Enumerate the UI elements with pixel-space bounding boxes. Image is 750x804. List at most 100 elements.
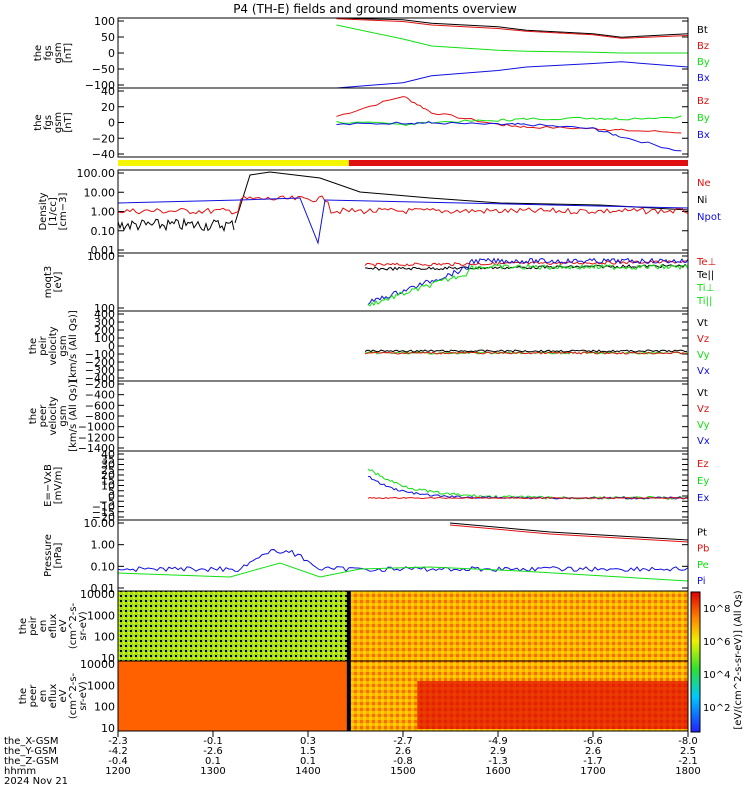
- ylabel-line: velocity: [48, 396, 59, 435]
- axis-row-value: 1800: [675, 766, 700, 777]
- panel-temp: 1000 100 moqt3 [eV] Te⊥ Te|| Ti⊥ Ti||: [43, 250, 716, 315]
- series-Ni-upper: [234, 171, 689, 224]
- panel-frame: [117, 450, 689, 521]
- plot-title: P4 (TH-E) fields and ground moments over…: [233, 2, 517, 16]
- ytick-label: 10.00: [84, 186, 116, 199]
- ytick-label: 15: [101, 474, 115, 487]
- ytick-label: 40: [101, 85, 115, 98]
- legend-Vz: Vz: [697, 404, 709, 415]
- legend-Bt: Bt: [697, 25, 708, 36]
- ylabel-line: E=−VxB: [43, 464, 54, 507]
- axis-row-value: -0.8: [393, 756, 413, 767]
- ytick-label: −20: [92, 132, 115, 145]
- ylabel-line: the: [33, 114, 44, 130]
- axis-row-label: 2024 Nov 21: [4, 776, 68, 787]
- ytick-label: 0.01: [91, 582, 116, 595]
- peir-spec-right: [348, 591, 688, 661]
- ytick-label: 1000: [87, 250, 115, 263]
- legend-Vz: Vz: [697, 334, 709, 345]
- legend-Npot: Npot: [697, 212, 721, 223]
- axis-row-value: -0.1: [203, 736, 223, 747]
- ylabel-line: the: [33, 45, 44, 61]
- legend-Vx: Vx: [697, 436, 710, 447]
- panel-3-traces: [364, 257, 689, 307]
- ytick-label: 30: [101, 459, 115, 472]
- axis-row-value: 2.9: [490, 746, 506, 757]
- colorbar-tick: 10^6: [703, 637, 730, 648]
- ytick-label: −400: [85, 389, 115, 402]
- axis-row-value: -2.3: [108, 736, 128, 747]
- series-Ti-perp: [367, 257, 689, 306]
- peir-spec-left: [118, 591, 349, 661]
- legend-Bz: Bz: [697, 96, 709, 107]
- ytick-label: 0.10: [91, 225, 116, 238]
- ytick-label: −200: [85, 378, 115, 391]
- legend-By: By: [697, 57, 710, 68]
- ytick-label: 100: [94, 701, 115, 714]
- axis-row-value: 1200: [105, 766, 130, 777]
- ylabel-line: gsm: [53, 42, 64, 63]
- ytick-label: 1000: [87, 679, 115, 692]
- series-Bt: [336, 17, 689, 38]
- panel-7-traces: [117, 522, 689, 582]
- ylabel-line: (cm^2-s-: [68, 672, 79, 719]
- series-Ni: [117, 217, 235, 233]
- legend-Ti||: Ti||: [696, 296, 712, 307]
- ylabel-line: peir: [28, 615, 39, 635]
- series-By: [336, 115, 682, 126]
- ytick-label: 20: [101, 101, 115, 114]
- legend-Pe: Pe: [697, 560, 709, 571]
- ytick-label: 10000: [80, 658, 115, 671]
- series-By: [336, 24, 688, 54]
- legend-Vx: Vx: [697, 366, 710, 377]
- ylabel-line: gsm: [53, 112, 64, 133]
- axis-row-value: 1.5: [300, 746, 316, 757]
- panel-density: 100.00 10.00 1.00 0.10 0.01 Density [1/cc] [cm−…: [38, 167, 721, 257]
- ytick-label: 10: [101, 480, 115, 493]
- colorbar: 10^8 10^6 10^4 10^2 [eV/(cm^2-s-sr-eV)] (All…: [690, 590, 744, 733]
- legend-Ne: Ne: [697, 178, 711, 189]
- panel-peir_spec: 10000 1000 100 10 the peir en eflux eV (cm^2-s-sr…: [18, 588, 688, 665]
- orbit-bar: [118, 160, 688, 166]
- panel-peer_spec: 10000 1000 100 10 the peer en eflux eV (cm^2-s-sr…: [18, 658, 688, 735]
- ytick-label: −40: [92, 148, 115, 161]
- panel-frame: [117, 87, 689, 158]
- ylabel-line: [cm−3]: [58, 193, 69, 231]
- ylabel-line: peir: [38, 335, 49, 355]
- ytick-label: −1400: [78, 442, 115, 455]
- panel-fgs_dsl: 40 20 0 −20 −40 the fgs gsm [nT] Bz By Bx: [33, 85, 710, 161]
- ytick-label: 100: [94, 631, 115, 644]
- ytick-label: 40: [101, 448, 115, 461]
- ytick-label: 300: [94, 316, 115, 329]
- ytick-label: −200: [85, 356, 115, 369]
- ytick-label: −600: [85, 399, 115, 412]
- spectrograms: [118, 591, 688, 731]
- axis-row-value: -2.7: [393, 736, 413, 747]
- ytick-label: −400: [85, 372, 115, 385]
- ytick-label: 5: [108, 485, 115, 498]
- panel-6-traces: [367, 468, 689, 501]
- ytick-label: 100: [94, 332, 115, 345]
- ytick-label: −1000: [78, 421, 115, 434]
- series-Pb: [449, 524, 689, 543]
- colorbar-label: [eV/(cm^2-s-sr-eV)] (All Qs): [733, 590, 744, 729]
- axis-row-value: 2.6: [395, 746, 411, 757]
- ytick-label: 10.00: [84, 517, 116, 530]
- ytick-label: 100.00: [77, 167, 116, 180]
- orbit-bar-yellow: [118, 160, 349, 166]
- ylabel-line: the: [28, 408, 39, 424]
- axis-row-value: 1500: [390, 766, 415, 777]
- ytick-label: −15: [92, 506, 115, 519]
- legend-Vy: Vy: [697, 350, 710, 361]
- axis-row-value: -6.6: [583, 736, 603, 747]
- ylabel-line: [1/cc]: [48, 197, 59, 226]
- legend-Ti⊥: Ti⊥: [696, 283, 714, 294]
- legend-Vt: Vt: [697, 388, 708, 399]
- ytick-label: 50: [101, 31, 115, 44]
- legend-Bx: Bx: [697, 73, 710, 84]
- colorbar-tick: 10^8: [703, 604, 730, 615]
- series-Pt: [449, 522, 689, 541]
